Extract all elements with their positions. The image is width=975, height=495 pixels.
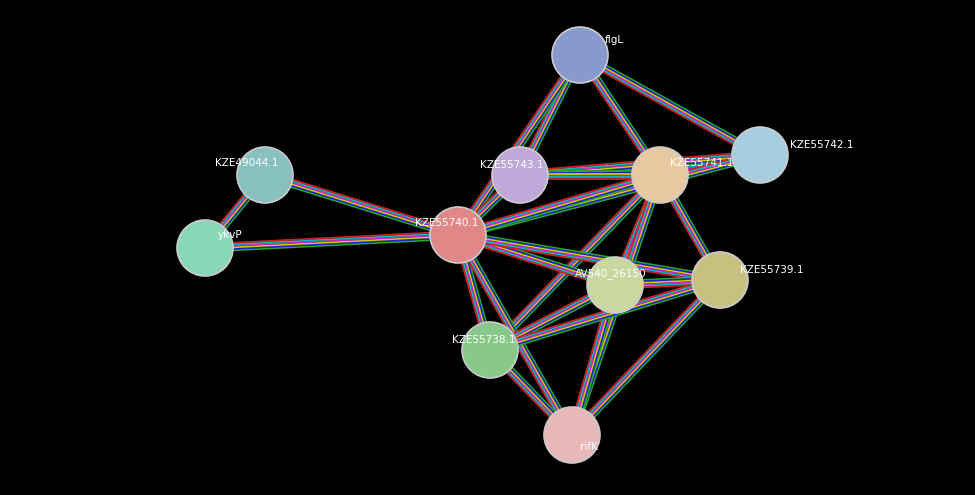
Text: KZE55743.1: KZE55743.1	[480, 160, 543, 170]
Text: KZE49044.1: KZE49044.1	[215, 158, 279, 168]
Circle shape	[492, 147, 548, 203]
Text: AV540_26150: AV540_26150	[575, 269, 646, 280]
Text: ykvP: ykvP	[218, 230, 243, 240]
Circle shape	[544, 407, 600, 463]
Text: KZE55740.1: KZE55740.1	[415, 218, 479, 228]
Circle shape	[632, 147, 688, 203]
Text: KZE55738.1: KZE55738.1	[452, 335, 516, 345]
Text: rifK: rifK	[580, 442, 598, 452]
Text: KZE55739.1: KZE55739.1	[740, 265, 803, 275]
Circle shape	[430, 207, 486, 263]
Text: KZE55741.1: KZE55741.1	[670, 158, 733, 168]
Circle shape	[587, 257, 643, 313]
Circle shape	[177, 220, 233, 276]
Circle shape	[732, 127, 788, 183]
Circle shape	[692, 252, 748, 308]
Text: KZE55742.1: KZE55742.1	[790, 140, 853, 150]
Circle shape	[462, 322, 518, 378]
Text: flgL: flgL	[605, 35, 624, 45]
Circle shape	[237, 147, 293, 203]
Circle shape	[552, 27, 608, 83]
